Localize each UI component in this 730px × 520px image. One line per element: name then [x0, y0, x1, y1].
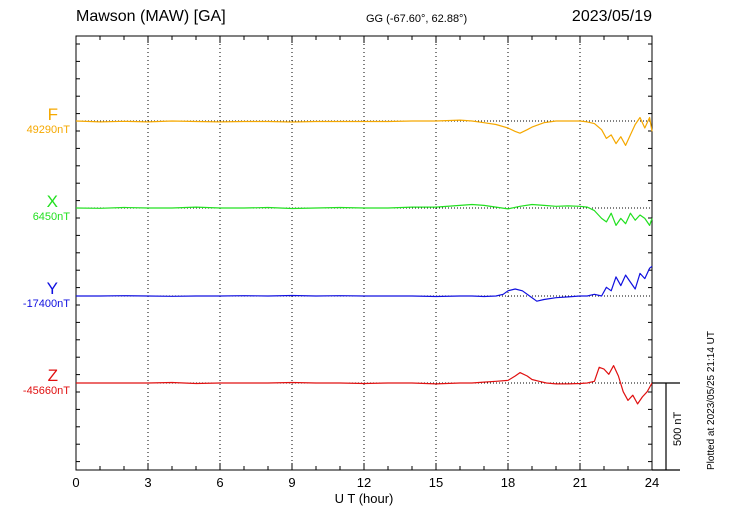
x-tick-label-6: 18 — [501, 475, 515, 490]
plotted-timestamp: Plotted at 2023/05/25 21:14 UT — [706, 331, 717, 470]
legend-y: Y -17400nT — [0, 280, 70, 311]
legend-z-baseline: -45660nT — [22, 385, 70, 397]
legend-x: X 6450nT — [0, 193, 70, 224]
x-tick-label-1: 3 — [144, 475, 151, 490]
x-tick-label-3: 9 — [288, 475, 295, 490]
date-label: 2023/05/19 — [571, 8, 652, 25]
x-tick-label-2: 6 — [216, 475, 223, 490]
legend-z-letter: Z — [47, 366, 58, 385]
legend-x-letter: X — [46, 192, 58, 211]
legend-f: F 49290nT — [0, 106, 70, 137]
geographic-coords: GG (-67.60°, 62.88°) — [366, 13, 468, 25]
x-tick-label-0: 0 — [72, 475, 79, 490]
legend-f-baseline: 49290nT — [26, 124, 70, 136]
scale-bar-label: 500 nT — [672, 411, 684, 446]
station-title: Mawson (MAW) [GA] — [76, 8, 226, 25]
legend-z: Z -45660nT — [0, 367, 70, 398]
x-tick-label-4: 12 — [357, 475, 371, 490]
series-line-z — [76, 365, 653, 405]
legend-y-baseline: -17400nT — [22, 298, 70, 310]
legend-y-letter: Y — [46, 279, 58, 298]
x-axis-label: U T (hour) — [335, 491, 394, 506]
series-line-y — [76, 265, 653, 302]
x-tick-label-5: 15 — [429, 475, 443, 490]
series-line-x — [75, 203, 653, 226]
legend-x-baseline: 6450nT — [32, 211, 70, 223]
series-line-f — [75, 116, 653, 146]
legend-f-letter: F — [47, 105, 58, 124]
x-tick-label-8: 24 — [645, 475, 659, 490]
x-tick-label-7: 21 — [573, 475, 587, 490]
